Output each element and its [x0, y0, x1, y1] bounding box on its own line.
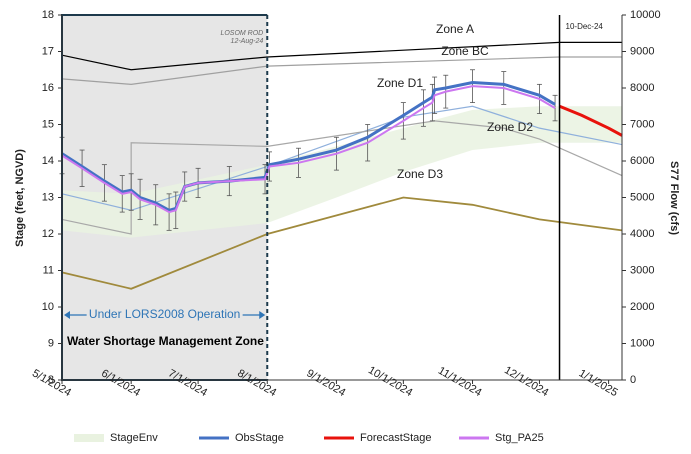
- marker-label: LOSOM ROD: [220, 30, 263, 37]
- y2-tick-label: 5000: [630, 191, 654, 203]
- y2-tick-label: 3000: [630, 264, 654, 276]
- y-tick-label: 8: [48, 374, 54, 386]
- annotation: Water Shortage Management Zone: [67, 334, 264, 348]
- y2-tick-label: 10000: [630, 9, 661, 21]
- marker-sublabel: 12-Aug-24: [231, 38, 264, 45]
- y2-tick-label: 4000: [630, 228, 654, 240]
- y2-tick-label: 2000: [630, 301, 654, 313]
- x-tick-label: 12/1/2024: [502, 364, 550, 399]
- legend-label: ForecastStage: [360, 432, 432, 444]
- zone-line: [61, 41, 622, 71]
- series-line: [558, 104, 623, 137]
- x-tick-label: 9/1/2024: [304, 367, 347, 399]
- legend-swatch: [74, 434, 104, 442]
- arrow-head: [259, 311, 266, 319]
- y2-tick-label: 7000: [630, 118, 654, 130]
- y-axis-label: Stage (feet, NGVD): [14, 149, 26, 247]
- y-tick-label: 17: [42, 45, 54, 57]
- zone-label: Zone D3: [397, 167, 443, 181]
- zone-label: Zone A: [436, 22, 474, 36]
- arrow-head: [64, 311, 70, 319]
- y-tick-label: 13: [42, 191, 54, 203]
- annotation: Under LORS2008 Operation: [89, 307, 240, 321]
- x-tick-label: 11/1/2024: [436, 365, 484, 399]
- y-tick-label: 16: [42, 82, 54, 94]
- zone-label: Zone D1: [377, 76, 423, 90]
- y2-tick-label: 8000: [630, 82, 654, 94]
- y-tick-label: 15: [42, 118, 54, 130]
- y2-tick-label: 0: [630, 374, 636, 386]
- stage-envelope: [62, 106, 622, 238]
- legend-label: StageEnv: [110, 432, 158, 444]
- y-tick-label: 9: [48, 337, 54, 349]
- x-tick-label: 10/1/2024: [366, 364, 414, 399]
- y-tick-label: 12: [42, 228, 54, 240]
- annotation-bg: [86, 307, 243, 323]
- zone-line: [61, 120, 623, 235]
- zone-line: [61, 196, 623, 290]
- y2-tick-label: 1000: [630, 337, 654, 349]
- zone-label: Zone BC: [441, 44, 489, 58]
- legend-label: Stg_PA25: [495, 432, 544, 444]
- legend-label: ObsStage: [235, 432, 284, 444]
- y2-tick-label: 9000: [630, 45, 654, 57]
- y-tick-label: 11: [43, 264, 54, 276]
- y2-axis-label: S77 Flow (cfs): [668, 161, 680, 235]
- x-tick-label: 1/1/2025: [577, 367, 620, 399]
- y-tick-label: 14: [42, 155, 54, 167]
- zone-label: Zone D2: [487, 120, 533, 134]
- y-tick-label: 18: [42, 9, 54, 21]
- y-tick-label: 10: [42, 301, 54, 313]
- y2-tick-label: 6000: [630, 155, 654, 167]
- marker-label: 10-Dec-24: [566, 22, 604, 31]
